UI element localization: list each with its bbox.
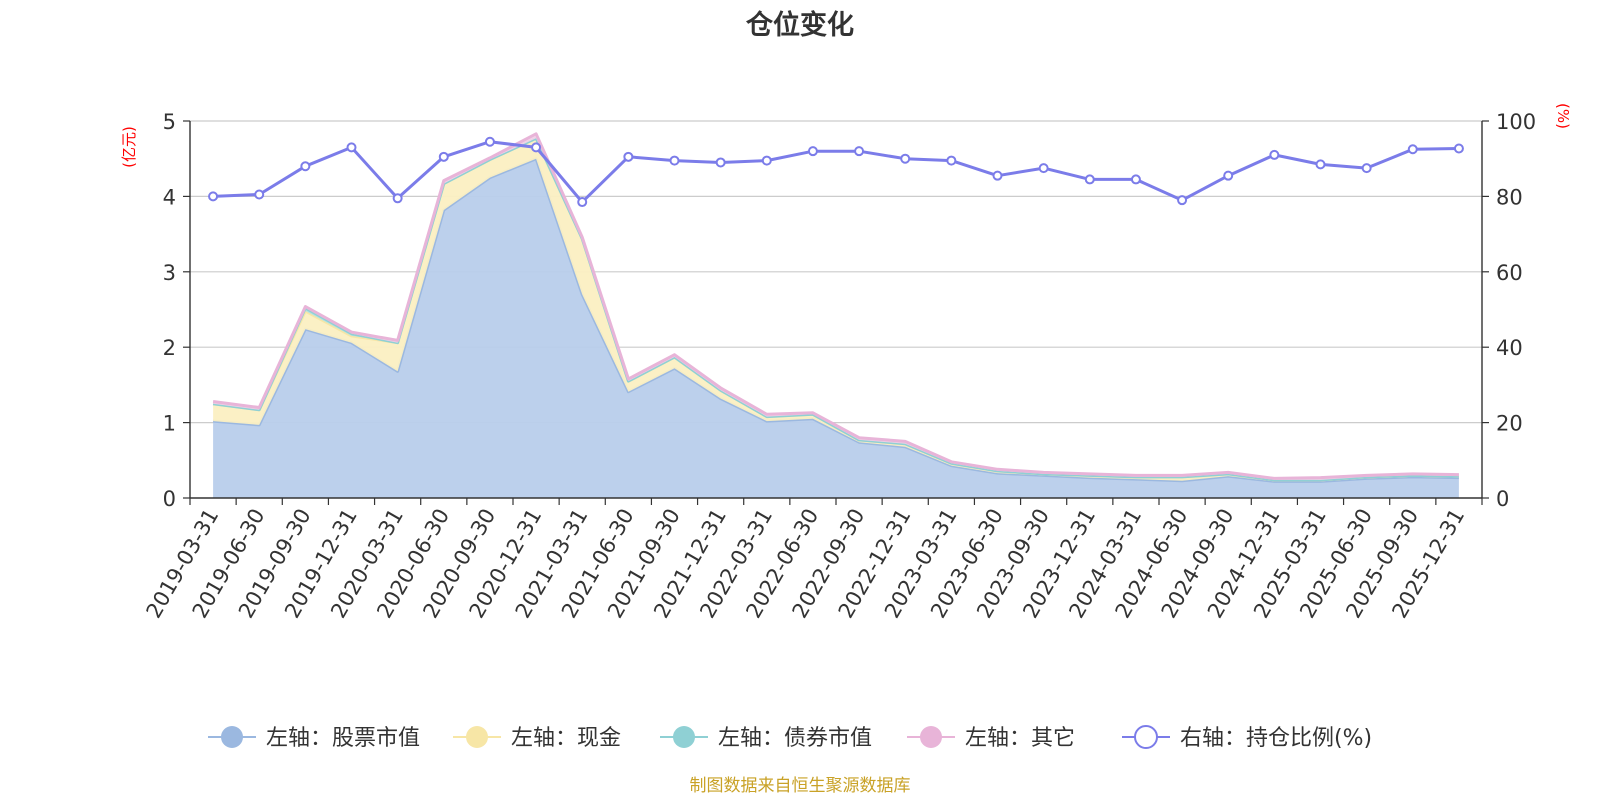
data-source-note: 制图数据来自恒生聚源数据库 (690, 776, 911, 796)
legend-label-3: 左轴：其它 (965, 726, 1075, 751)
ratio-point (1407, 144, 1418, 155)
right-axis-unit: (%) (1554, 103, 1572, 129)
left-tick-label: 2 (163, 336, 176, 360)
ratio-line (208, 136, 1464, 208)
right-tick-label: 60 (1496, 261, 1523, 285)
legend-marker-4 (1134, 725, 1158, 749)
legend-marker-0 (221, 726, 243, 748)
legend-marker-1 (466, 726, 488, 748)
ratio-point (577, 197, 588, 208)
right-tick-label: 80 (1496, 185, 1523, 209)
ratio-point (623, 151, 634, 162)
right-tick-label: 0 (1496, 487, 1509, 511)
legend-label-2: 左轴：债券市值 (718, 726, 872, 751)
stacked-areas (212, 132, 1459, 498)
ratio-point (531, 142, 542, 153)
ratio-point (346, 142, 357, 153)
ratio-point (208, 191, 219, 202)
left-tick-label: 0 (163, 487, 176, 511)
left-axis-unit: (亿元) (120, 126, 138, 168)
legend[interactable]: 左轴：股票市值 左轴：现金 左轴：债券市值 左轴：其它 右轴：持仓比例(%) (208, 725, 1372, 751)
ratio-point (392, 193, 403, 204)
left-tick-label: 3 (163, 261, 176, 285)
right-tick-label: 40 (1496, 336, 1523, 360)
ratio-point (992, 170, 1003, 181)
legend-label-1: 左轴：现金 (511, 726, 621, 751)
ratio-point (946, 155, 957, 166)
ratio-point (1453, 143, 1464, 154)
ratio-point (1269, 149, 1280, 160)
ratio-point (669, 155, 680, 166)
ratio-point (1038, 163, 1049, 174)
legend-label-0: 左轴：股票市值 (266, 726, 420, 751)
right-tick-label: 20 (1496, 412, 1523, 436)
ratio-point (715, 157, 726, 168)
ratio-point (1130, 174, 1141, 185)
ratio-point (1315, 159, 1326, 170)
ratio-point (807, 146, 818, 157)
ratio-point (900, 153, 911, 164)
ratio-point (254, 189, 265, 200)
area-series-0 (213, 158, 1459, 498)
left-tick-label: 5 (163, 110, 176, 134)
ratio-point (854, 146, 865, 157)
ratio-point (484, 136, 495, 147)
ratio-point (1177, 195, 1188, 206)
legend-marker-3 (920, 726, 942, 748)
left-tick-label: 4 (163, 185, 176, 209)
chart-title: 仓位变化 (745, 9, 854, 41)
right-tick-label: 100 (1496, 110, 1536, 134)
ratio-line-path (213, 140, 1459, 204)
ratio-point (300, 161, 311, 172)
ratio-point (1223, 170, 1234, 181)
ratio-point (438, 151, 449, 162)
ratio-point (1084, 174, 1095, 185)
legend-label-4: 右轴：持仓比例(%) (1180, 726, 1372, 751)
ratio-point (761, 155, 772, 166)
ratio-point (1361, 163, 1372, 174)
left-tick-label: 1 (163, 412, 176, 436)
legend-marker-2 (673, 726, 695, 748)
area-series-line-3 (212, 132, 1459, 480)
